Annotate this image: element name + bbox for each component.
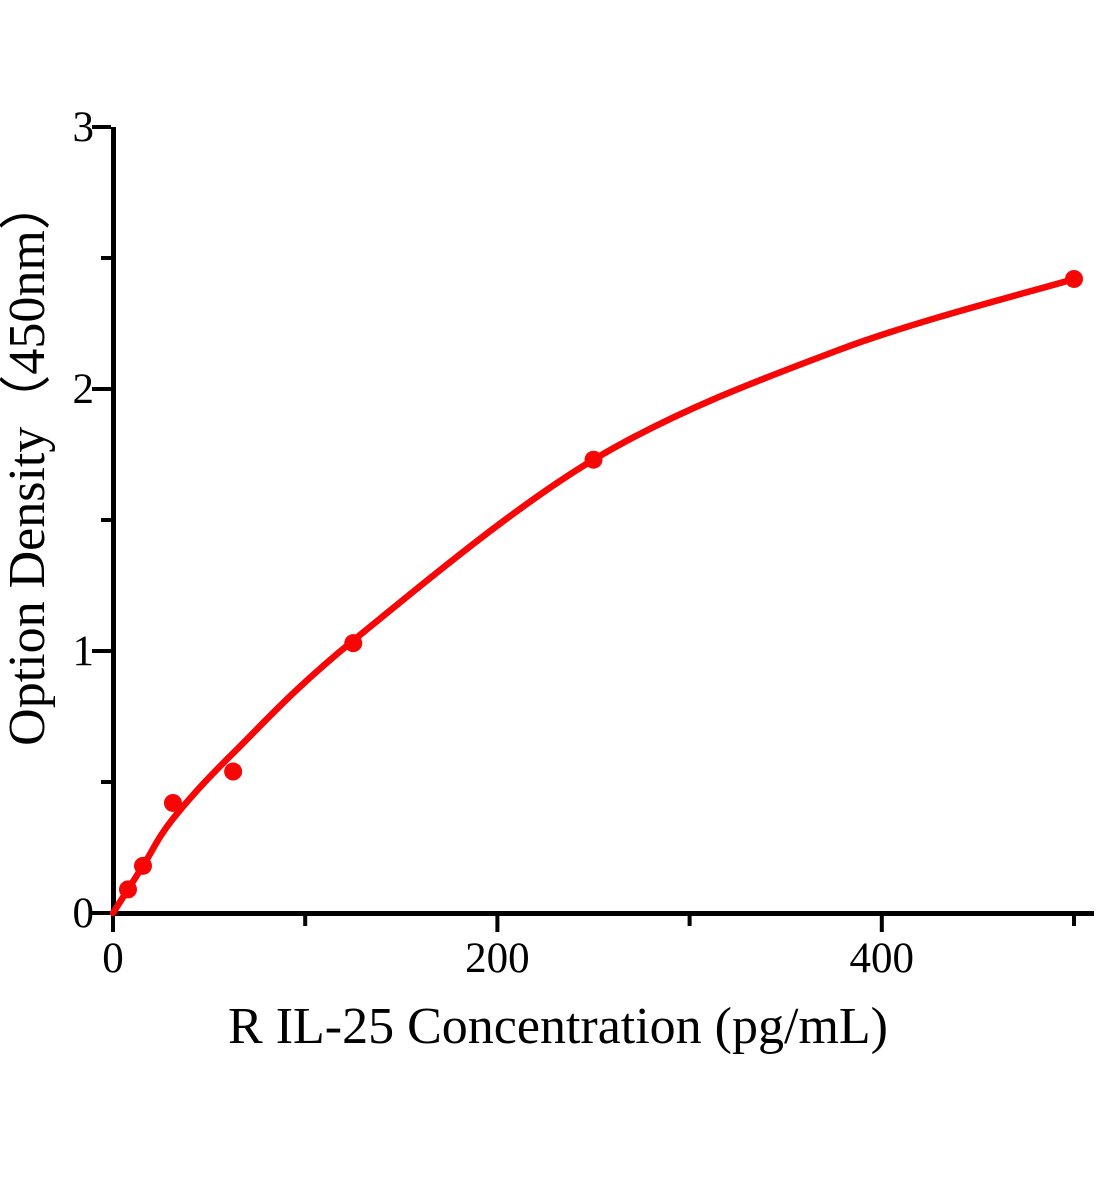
x-tick-label: 400 [850,935,915,982]
data-point [118,880,137,899]
data-point [344,634,363,653]
y-tick-label: 2 [73,366,95,413]
y-tick-label: 0 [73,890,95,937]
fit-curve [109,275,1078,917]
x-axis-title: R IL-25 Concentration (pg/mL) [228,998,888,1055]
x-tick-label: 0 [102,935,124,982]
y-tick-label: 3 [73,104,95,151]
data-point [133,856,152,875]
data-point [163,793,182,812]
data-point [1065,269,1083,288]
data-point [584,450,603,469]
y-tick-label: 1 [73,628,95,675]
y-axis-title: Option Density（450nm） [0,178,56,746]
data-point [224,762,243,781]
x-tick-label: 200 [465,935,530,982]
